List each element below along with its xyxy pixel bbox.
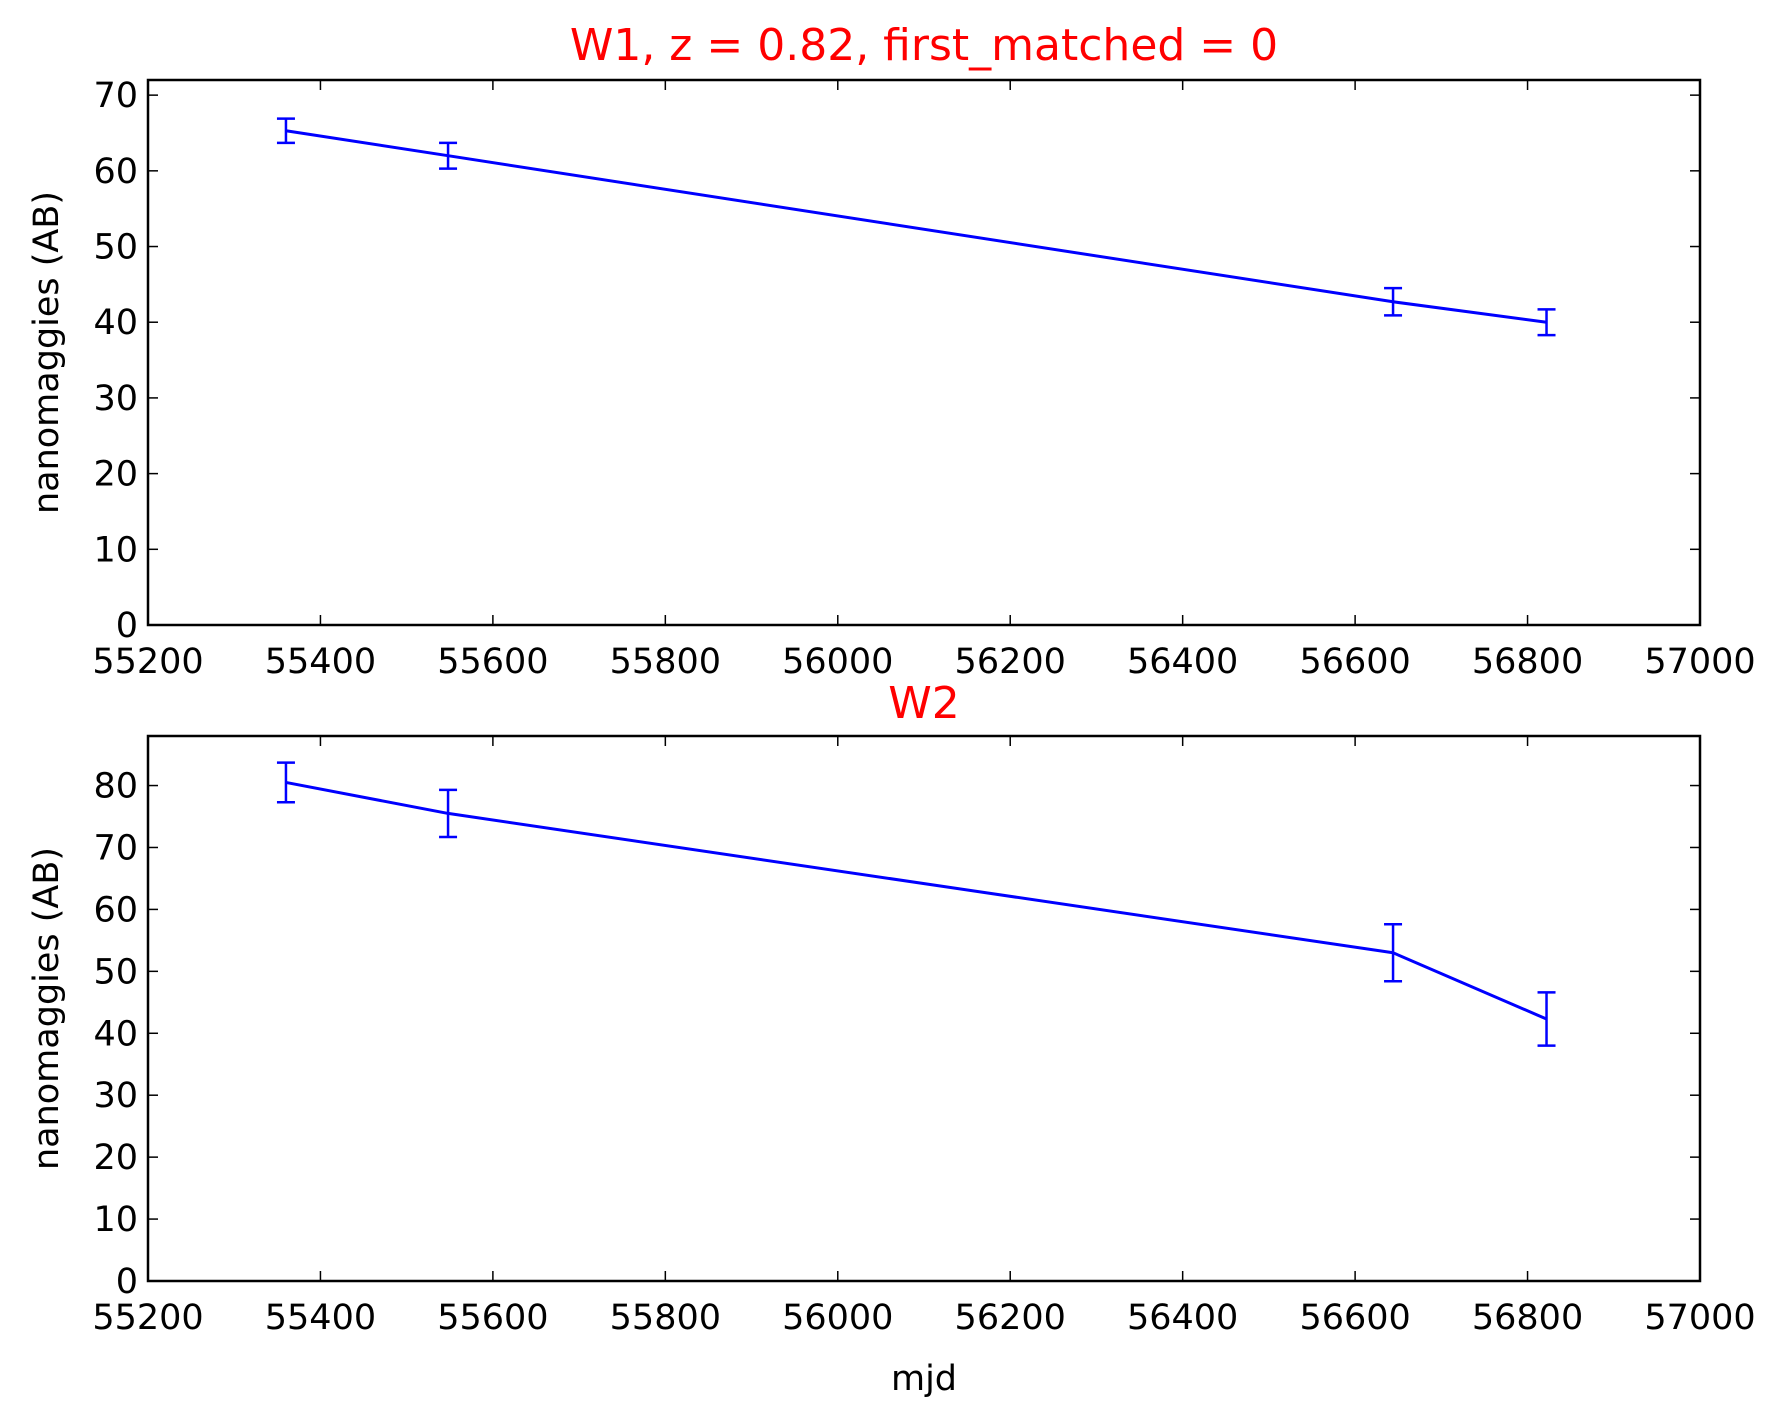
axes-frame: [146, 78, 1702, 627]
y-tick-label: 60: [93, 152, 138, 192]
x-tick-label: 55200: [92, 1298, 203, 1338]
y-tick-label: 70: [93, 828, 138, 868]
x-tick-label: 56200: [955, 642, 1066, 682]
x-tick-label: 55800: [610, 1298, 721, 1338]
x-tick-label: 56600: [1299, 642, 1410, 682]
series-line: [285, 129, 1547, 324]
x-tick-label: 57000: [1644, 642, 1755, 682]
y-tick-label: 80: [93, 767, 138, 807]
w1-panel: W1, z = 0.82, first_matched = 0 55200 5540…: [27, 20, 1756, 682]
x-tick-label: 57000: [1644, 1298, 1755, 1338]
y-axis-label: nanomaggies (AB): [27, 847, 67, 1170]
x-tick-label: 55400: [265, 1298, 376, 1338]
x-tick-label: 56400: [1127, 642, 1238, 682]
x-tick-label: 56000: [782, 642, 893, 682]
y-tick-label: 30: [93, 379, 138, 419]
y-tick-label: 40: [93, 303, 138, 343]
x-tick-label: 56000: [782, 1298, 893, 1338]
y-tick-label: 20: [93, 455, 138, 495]
axes-frame: [146, 734, 1702, 1283]
y-tick-label: 40: [93, 1014, 138, 1054]
y-tick-label: 50: [93, 952, 138, 992]
x-tick-label: 56200: [955, 1298, 1066, 1338]
x-tick-label: 56600: [1299, 1298, 1410, 1338]
y-tick-label: 10: [93, 530, 138, 570]
y-tick-label: 50: [93, 228, 138, 268]
chart-title: W1, z = 0.82, first_matched = 0: [570, 20, 1278, 71]
x-tick-label: 55200: [92, 642, 203, 682]
y-tick-label: 30: [93, 1076, 138, 1116]
y-tick-label: 20: [93, 1138, 138, 1178]
y-tick-label: 0: [116, 1262, 138, 1302]
x-tick-label: 55600: [437, 642, 548, 682]
y-tick-label: 70: [93, 76, 138, 116]
y-tick-label: 0: [116, 606, 138, 646]
series-line: [285, 780, 1548, 1021]
x-tick-label: 56400: [1127, 1298, 1238, 1338]
y-axis-label: nanomaggies (AB): [27, 191, 67, 514]
x-tick-label: 55800: [610, 642, 721, 682]
y-tick-label: 10: [93, 1200, 138, 1240]
x-tick-label: 55600: [437, 1298, 548, 1338]
w2-panel: W2 55200 55400 55600 55800 56000 56200 56400 566…: [27, 678, 1756, 1399]
x-axis-label: mjd: [891, 1359, 957, 1399]
y-tick-label: 60: [93, 890, 138, 930]
x-tick-label: 55400: [265, 642, 376, 682]
chart-title: W2: [888, 678, 960, 729]
x-tick-label: 56800: [1472, 642, 1583, 682]
x-tick-label: 56800: [1472, 1298, 1583, 1338]
